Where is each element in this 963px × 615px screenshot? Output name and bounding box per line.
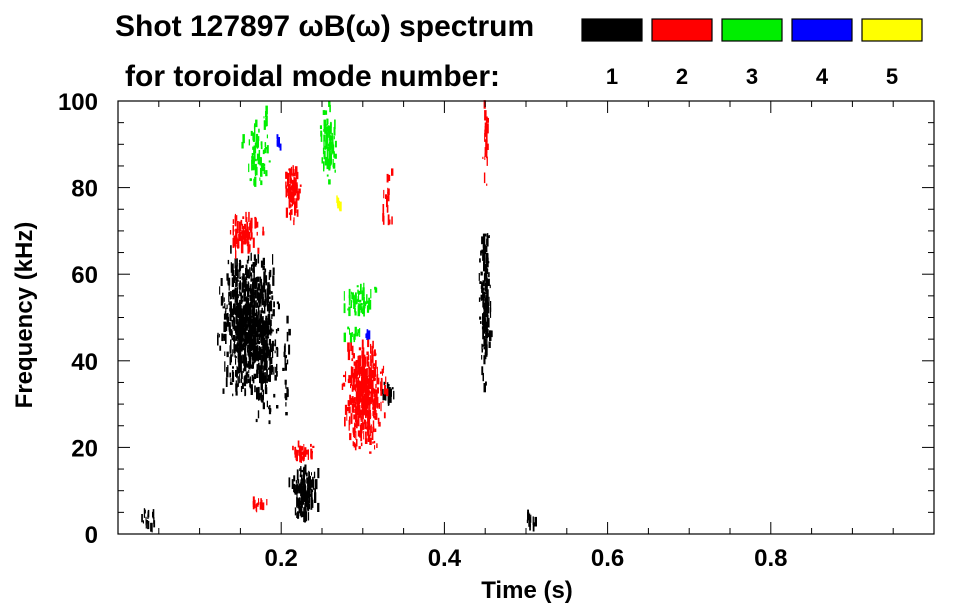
mode-1-region (141, 508, 156, 533)
legend-label-mode-4: 4 (816, 64, 829, 89)
chart-title-line2: for toroidal mode number: (125, 60, 500, 93)
mode-4-region (276, 134, 282, 151)
x-tick-label: 0.2 (265, 545, 298, 572)
mode-legend: 1 2 3 4 5 (581, 18, 923, 89)
mode-2-region (341, 337, 389, 454)
y-tick-label: 80 (71, 176, 98, 203)
y-tick-label: 20 (71, 435, 98, 462)
y-axis-label: Frequency (kHz) (11, 222, 38, 409)
legend-swatch-mode-3 (721, 18, 783, 42)
mode-2-region (292, 440, 315, 463)
legend-label-mode-5: 5 (886, 64, 898, 89)
mode-2-region (285, 165, 302, 226)
mode-2-region (229, 211, 265, 259)
mode-1-region (252, 267, 280, 425)
legend-swatch-mode-1 (581, 18, 643, 42)
legend-label-mode-2: 2 (676, 64, 688, 89)
y-tick-label: 60 (71, 262, 98, 289)
mode-5-region (336, 195, 342, 212)
mode-3-region (263, 105, 268, 130)
y-tick-label: 40 (71, 349, 98, 376)
mode-1-region (478, 233, 493, 393)
x-axis-label: Time (s) (481, 577, 573, 604)
spectrum-data (141, 100, 537, 533)
mode-3-region (319, 101, 337, 185)
mode-1-region (282, 315, 291, 416)
chart-title-line1: Shot 127897 ωB(ω) spectrum (115, 10, 534, 43)
mode-3-region (241, 119, 271, 187)
mode-2-region (252, 496, 268, 513)
mode-2-region (382, 168, 394, 226)
mode-1-region (288, 464, 320, 523)
legend-swatch-mode-5 (861, 18, 923, 42)
axis-ticks: 0 20 40 60 80 100 0.2 0.4 0.6 0.8 (58, 89, 934, 572)
mode-1-region (526, 509, 537, 532)
y-tick-label: 0 (85, 522, 98, 549)
x-tick-label: 0.8 (754, 545, 787, 572)
mode-4-region (365, 329, 371, 340)
legend-swatch-mode-4 (791, 18, 853, 42)
y-tick-label: 100 (58, 89, 98, 116)
mode-3-region (343, 282, 378, 317)
legend-swatch-mode-2 (651, 18, 713, 42)
x-tick-label: 0.6 (591, 545, 624, 572)
mode-3-region (343, 326, 361, 343)
legend-label-mode-3: 3 (746, 64, 758, 89)
x-tick-label: 0.4 (428, 545, 462, 572)
mode-2-region (482, 100, 489, 186)
legend-label-mode-1: 1 (606, 64, 618, 89)
